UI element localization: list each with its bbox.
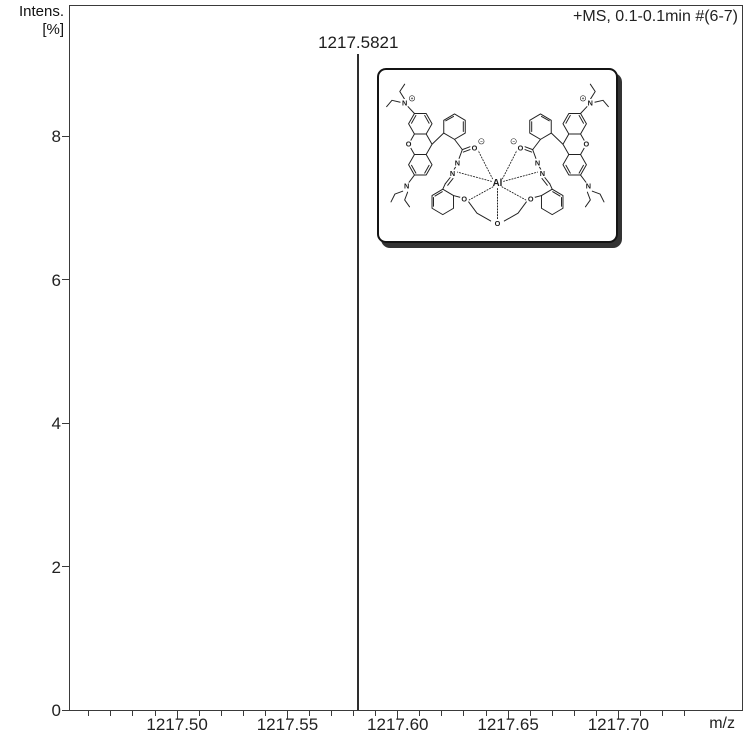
x-axis-minor-tick [573, 711, 575, 716]
x-axis-tick-label: 1217.60 [367, 715, 429, 734]
x-axis-major-tick [176, 711, 178, 719]
x-axis-tick-label: 1217.50 [146, 715, 208, 734]
y-axis-tick [62, 279, 69, 281]
carboxylate-o-label-right: O [518, 144, 524, 153]
amine-n-label-top-left: N [402, 99, 407, 108]
xanthene-o-label-right: O [584, 140, 590, 149]
x-axis-minor-tick [463, 711, 465, 716]
peak-annotation-label: 1217.5821 [318, 32, 399, 52]
x-axis-major-tick [397, 711, 399, 719]
x-axis-minor-tick [220, 711, 222, 716]
y-axis-tick [62, 709, 69, 711]
hydrazide-n1-label-right: N [535, 158, 540, 167]
x-axis-minor-tick [309, 711, 310, 716]
scan-annotation: +MS, 0.1-0.1min #(6-7) [573, 8, 738, 25]
x-axis-major-tick [507, 711, 509, 719]
y-axis-tick-label: 0 [51, 701, 61, 720]
x-axis-tick-label: 1217.70 [587, 715, 650, 734]
amine-n-label-top-right: N [588, 99, 593, 108]
y-axis-title-line1: Intens. [18, 3, 64, 20]
aluminium-label: Al [493, 178, 503, 189]
x-axis-minor-tick [264, 711, 266, 716]
chemical-structure-drawing: O O N N N N O O N N N N O O O Al + + − − [386, 83, 609, 228]
amine-n-label-bottom-left: N [404, 182, 409, 191]
y-axis-tick [62, 422, 69, 424]
x-axis-minor-tick [154, 711, 156, 716]
y-axis-tick [62, 566, 69, 568]
y-axis-tick-label: 2 [51, 557, 61, 577]
imine-n-label-right: N [540, 169, 545, 178]
y-axis-tick [62, 135, 69, 137]
x-axis-minor-tick [662, 711, 664, 716]
x-axis-minor-tick [551, 711, 553, 716]
x-axis-minor-tick [198, 711, 200, 716]
x-axis-major-tick [286, 711, 288, 719]
x-axis-major-tick [617, 711, 619, 719]
x-axis-unit-label: m/z [709, 715, 735, 732]
x-axis-minor-tick [684, 711, 686, 716]
carboxylate-o-label-left: O [472, 144, 478, 153]
xanthene-o-label-left: O [406, 140, 412, 149]
x-axis-minor-tick [331, 711, 333, 716]
x-axis-minor-tick [132, 711, 134, 716]
x-axis-minor-tick [529, 711, 531, 716]
plus-charge-left: + [411, 96, 414, 101]
x-axis-minor-tick [242, 711, 244, 716]
x-axis-tick-label: 1217.55 [256, 715, 319, 734]
minus-charge-left: − [480, 139, 483, 144]
x-axis-minor-tick [419, 711, 421, 716]
x-axis-minor-tick [595, 711, 597, 716]
minus-charge-right: − [512, 139, 515, 144]
x-axis-minor-tick [485, 711, 487, 716]
y-axis-tick-label: 8 [51, 127, 61, 147]
x-axis-minor-tick [375, 711, 377, 716]
amine-n-label-bottom-right: N [586, 182, 591, 191]
ether-o-label-right: O [528, 194, 534, 203]
imine-n-label-left: N [450, 169, 455, 178]
x-axis-minor-tick [353, 711, 355, 716]
glycol-o-label-center: O [495, 219, 501, 228]
x-axis-tick-label: 1217.65 [477, 715, 539, 734]
hydrazide-n1-label-left: N [455, 158, 460, 167]
x-axis-minor-tick [110, 711, 112, 716]
plus-charge-right: + [582, 96, 585, 101]
y-axis-title-line2: [%] [42, 21, 64, 38]
x-axis-minor-tick [441, 711, 443, 716]
x-axis-minor-tick [639, 711, 641, 716]
peak-line [357, 53, 360, 710]
ether-o-label-left: O [461, 194, 467, 203]
structure-inset: O O N N N N O O N N N N O O O Al + + − − [377, 68, 618, 243]
y-axis-title: Intens. [%] [0, 3, 64, 39]
x-axis-minor-tick [88, 711, 90, 716]
y-axis-tick-label: 6 [51, 270, 61, 290]
y-axis-tick-label: 4 [51, 414, 61, 434]
